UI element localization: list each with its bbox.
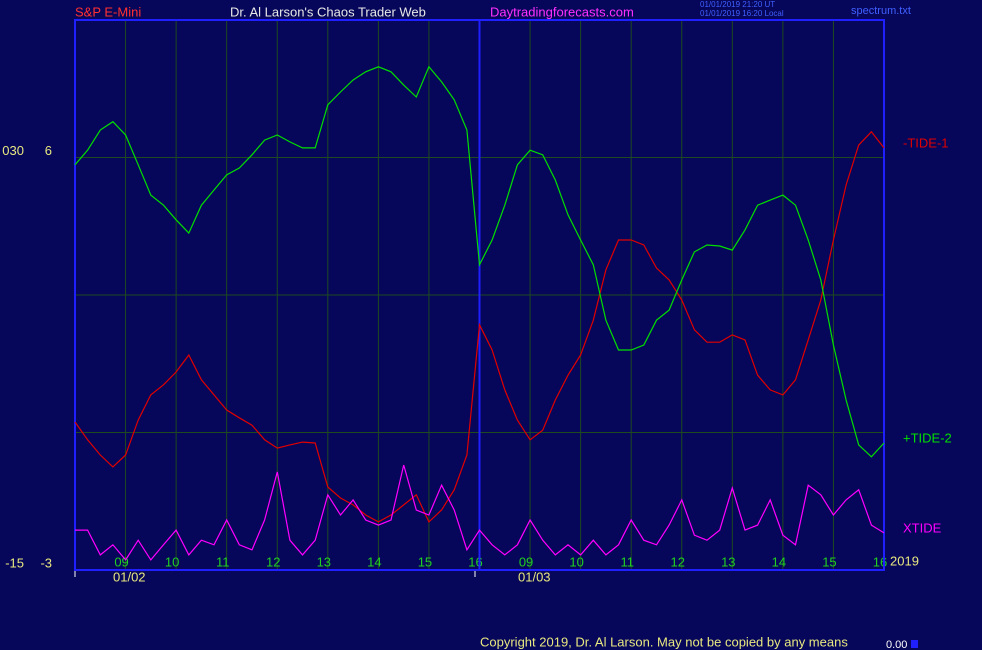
series-line	[74, 65, 885, 458]
x-tick-label: 11	[216, 554, 230, 569]
y2-tick-label: -15	[5, 555, 24, 570]
x-tick-label: 10	[165, 554, 179, 569]
file-name: spectrum.txt	[851, 5, 911, 17]
x-tick-label: 09	[114, 554, 128, 569]
website: Daytradingforecasts.com	[490, 4, 634, 19]
x-tick-label: 15	[418, 554, 432, 569]
year-label: 2019	[890, 553, 919, 568]
y2-tick-label: 030	[2, 143, 24, 158]
x-tick-label: 12	[266, 554, 280, 569]
plot-border	[74, 19, 885, 571]
legend-label: -TIDE-1	[903, 135, 949, 150]
timestamp: 01/01/2019 21:20 UT	[700, 0, 775, 9]
y-tick-label: -3	[40, 555, 52, 570]
x-tick-label: 13	[721, 554, 735, 569]
timestamp: 01/01/2019 16:20 Local	[700, 9, 784, 18]
corner-value: 0.00	[886, 639, 907, 650]
corner-box	[911, 640, 918, 648]
footer: Copyright 2019, Dr. Al Larson. May not b…	[480, 634, 848, 649]
legend-label: +TIDE-2	[903, 430, 952, 445]
x-tick-label: 16	[873, 554, 887, 569]
x-tick-label: 10	[569, 554, 583, 569]
series-line	[74, 130, 885, 523]
x-tick-label: 11	[620, 554, 634, 569]
day-label: 01/03	[518, 569, 551, 584]
x-tick-label: 12	[671, 554, 685, 569]
x-tick-label: 15	[822, 554, 836, 569]
x-tick-label: 16	[468, 554, 482, 569]
x-tick-label: 13	[317, 554, 331, 569]
series-line	[75, 464, 885, 561]
x-tick-label: 14	[367, 554, 381, 569]
x-tick-label: 09	[519, 554, 533, 569]
x-tick-label: 14	[772, 554, 786, 569]
instrument: S&P E-Mini	[75, 4, 141, 19]
legend-label: XTIDE	[903, 520, 942, 535]
chart-title: Dr. Al Larson's Chaos Trader Web	[230, 4, 426, 19]
y-tick-label: 6	[45, 143, 52, 158]
day-label: 01/02	[113, 569, 146, 584]
